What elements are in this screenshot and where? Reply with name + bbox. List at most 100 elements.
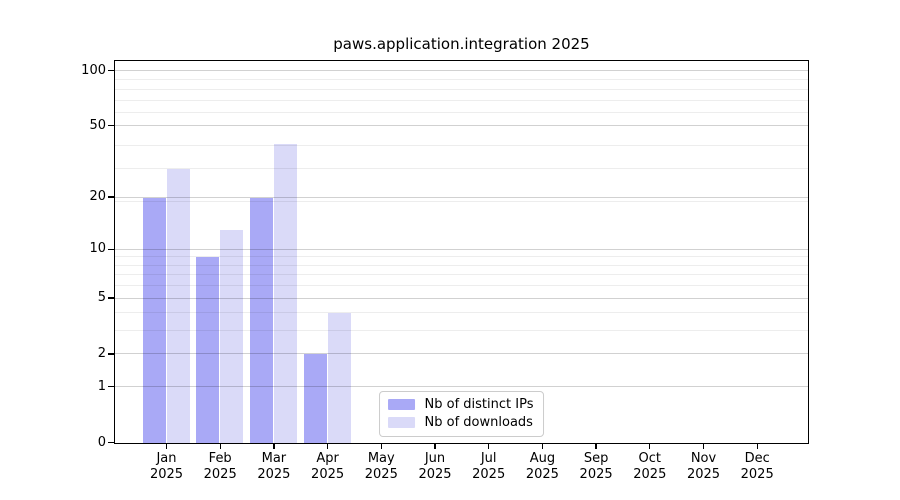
legend: Nb of distinct IPs Nb of downloads [378,391,545,437]
y-tick-label-20: 20 [89,189,106,205]
x-tick-label-mar: Mar 2025 [242,451,306,483]
x-tick-label-aug: Aug 2025 [510,451,574,483]
gridline-major [115,248,808,250]
x-tick-mark-may [380,444,382,449]
x-tick-month: Nov [690,451,717,466]
y-tick-mark [108,69,114,72]
x-tick-year: 2025 [257,467,291,482]
x-tick-label-oct: Oct 2025 [618,451,682,483]
bar-distinct-ips-mar [249,197,273,443]
gridline-minor [115,88,808,90]
legend-entry-downloads: Nb of downloads [387,415,534,430]
gridline-major [115,386,808,388]
y-tick-label-10: 10 [89,241,106,257]
y-tick-label-1: 1 [97,378,106,394]
y-tick-label-5: 5 [97,290,106,306]
x-tick-month: Feb [208,451,232,466]
bar-distinct-ips-apr [303,354,327,443]
gridline-minor [115,274,808,276]
legend-entry-distinct-ips: Nb of distinct IPs [387,397,534,412]
gridline-minor [115,264,808,266]
legend-swatch-downloads-icon [387,417,415,428]
y-tick-mark [108,353,114,355]
x-tick-month: Apr [316,451,339,466]
x-tick-year: 2025 [311,467,345,482]
bar-downloads-jan [166,168,190,443]
x-tick-mark-apr [326,444,329,449]
gridline-minor [115,167,808,169]
x-tick-month: Aug [529,451,556,466]
gridline-major [115,297,808,299]
gridline-major [115,125,808,127]
x-tick-mark-jul [488,444,490,449]
chart-title: paws.application.integration 2025 [333,35,590,53]
gridline-minor [115,79,808,81]
x-tick-label-feb: Feb 2025 [188,451,252,483]
x-tick-mark-mar [273,444,275,449]
x-tick-year: 2025 [579,467,613,482]
plot-area: Nb of distinct IPs Nb of downloads [114,60,809,444]
gridline-minor [115,144,808,146]
x-tick-month: May [367,451,395,466]
y-tick-mark [108,124,114,127]
x-tick-label-apr: Apr 2025 [296,451,360,483]
bar-downloads-mar [273,143,297,443]
gridline-minor [115,256,808,258]
bars-layer [115,61,808,443]
x-tick-label-jan: Jan 2025 [135,451,199,483]
x-tick-year: 2025 [525,467,559,482]
bar-downloads-apr [327,313,351,443]
gridline-major [115,70,808,71]
y-tick-mark [108,385,114,388]
x-tick-mark-feb [219,444,221,449]
x-tick-label-jul: Jul 2025 [457,451,521,483]
x-tick-mark-nov [702,444,705,449]
x-tick-month: Jul [480,451,497,466]
y-tick-label-50: 50 [89,117,106,133]
x-tick-year: 2025 [203,467,237,482]
y-tick-label-0: 0 [97,434,106,450]
legend-label-downloads: Nb of downloads [424,415,533,430]
x-tick-mark-sep [595,444,597,449]
x-tick-month: Mar [261,451,287,466]
grid-layer [115,61,808,443]
x-tick-year: 2025 [364,467,398,482]
x-tick-label-sep: Sep 2025 [564,451,628,483]
x-tick-mark-oct [649,444,651,449]
gridline-minor [115,111,808,113]
x-tick-month: Dec [744,451,770,466]
x-tick-label-may: May 2025 [349,451,413,483]
x-tick-month: Jun [424,451,446,466]
bar-distinct-ips-feb [196,257,220,443]
legend-swatch-distinct-ips-icon [387,399,415,410]
bar-downloads-feb [220,230,244,443]
x-tick-label-dec: Dec 2025 [725,451,789,483]
x-tick-year: 2025 [472,467,506,482]
legend-label-distinct-ips: Nb of distinct IPs [424,397,534,412]
x-tick-month: Oct [638,451,662,466]
bar-distinct-ips-jan [142,197,166,443]
y-tick-mark [108,297,114,299]
y-tick-label-2: 2 [97,345,106,361]
x-tick-mark-jun [434,444,436,449]
x-tick-year: 2025 [633,467,667,482]
x-tick-year: 2025 [149,467,184,482]
gridline-major [115,196,808,198]
gridline-minor [115,200,808,202]
y-tick-mark [108,196,114,198]
x-tick-year: 2025 [686,467,721,482]
x-tick-mark-dec [756,444,758,449]
y-tick-label-100: 100 [81,62,106,78]
x-tick-month: Sep [583,451,609,466]
gridline-minor [115,285,808,287]
gridline-major [115,353,808,355]
x-tick-month: Jan [156,451,177,466]
y-tick-mark [108,248,114,250]
x-tick-mark-jan [165,444,168,449]
x-tick-label-nov: Nov 2025 [672,451,736,483]
x-tick-label-jun: Jun 2025 [403,451,467,483]
x-tick-year: 2025 [418,467,452,482]
